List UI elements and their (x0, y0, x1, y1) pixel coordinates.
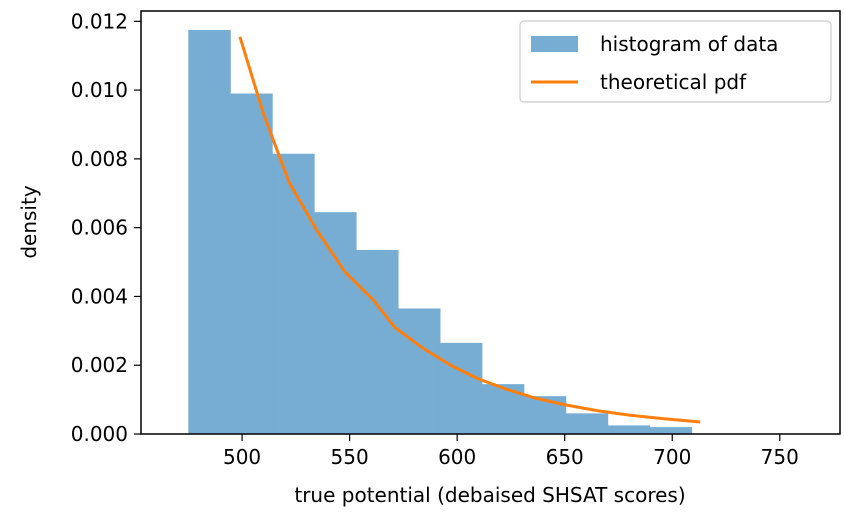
histogram-bar (649, 427, 693, 434)
legend-histogram-label: histogram of data (600, 32, 778, 56)
legend: histogram of data theoretical pdf (519, 20, 832, 103)
y-tick-label: 0.004 (71, 284, 128, 308)
histogram-bar (314, 212, 357, 434)
legend-pdf-label: theoretical pdf (600, 70, 747, 94)
legend-frame (519, 20, 832, 103)
histogram-bar (398, 308, 441, 434)
x-tick-label: 600 (438, 445, 476, 469)
x-axis-label: true potential (debaised SHSAT scores) (294, 483, 685, 507)
histogram-bar (607, 425, 651, 434)
histogram-bar (230, 93, 273, 434)
y-tick-label: 0.010 (71, 78, 128, 102)
y-tick-label: 0.000 (71, 422, 128, 446)
plot-frame (140, 10, 841, 435)
y-tick-label: 0.002 (71, 353, 128, 377)
histogram-bar (523, 396, 567, 434)
legend-histogram-swatch (531, 36, 578, 52)
x-tick-label: 750 (761, 445, 799, 469)
histogram-bar (272, 153, 315, 434)
x-tick-label: 500 (223, 445, 261, 469)
x-tick-label: 550 (331, 445, 369, 469)
y-axis-label: density (17, 185, 41, 258)
y-tick-label: 0.006 (71, 216, 128, 240)
x-tick-label: 650 (546, 445, 584, 469)
x-tick-label: 700 (653, 445, 691, 469)
histogram-bar (439, 342, 483, 434)
histogram-bar (188, 29, 231, 434)
histogram-bar (565, 413, 609, 434)
histogram-bar (356, 250, 399, 434)
theoretical-pdf-line (238, 36, 701, 424)
y-axis-ticks: 0.000 0.002 0.004 0.006 0.008 0.010 0.012 (71, 9, 141, 446)
histogram-bars (188, 29, 693, 434)
x-axis-ticks: 500 550 600 650 700 750 (223, 434, 799, 469)
y-tick-label: 0.012 (71, 9, 128, 33)
y-tick-label: 0.008 (71, 147, 128, 171)
